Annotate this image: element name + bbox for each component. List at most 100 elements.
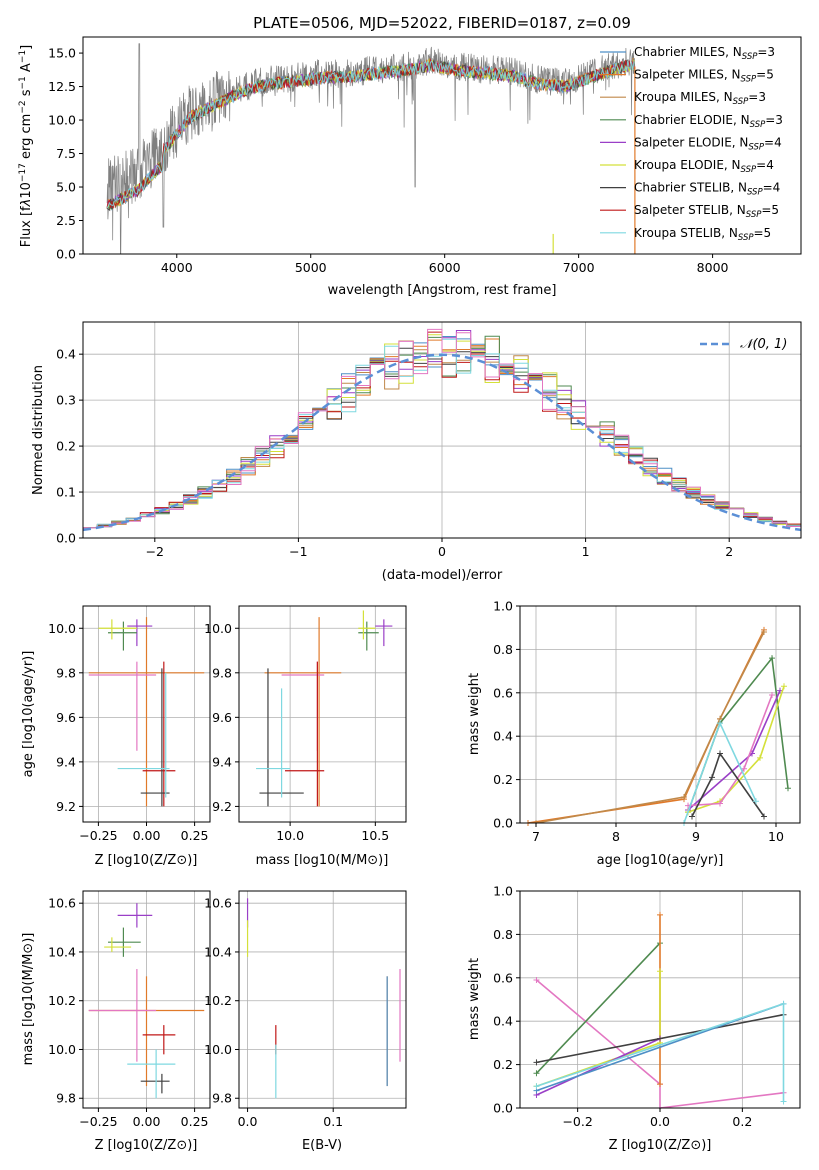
weight-series-marker xyxy=(657,968,663,975)
legend-label: Chabrier STELIB, NSSP=4 xyxy=(634,181,780,198)
age-weight-xtick-label: 10 xyxy=(768,829,784,844)
mass-age-xtick-label: 10.0 xyxy=(276,828,304,843)
spectrum-ylabel: Flux [fλ10−17 erg cm−2 s−1 A−1] xyxy=(18,45,34,247)
spectrum-xtick-label: 8000 xyxy=(697,260,729,275)
age-weight-xlabel: age [log10(age/yr)] xyxy=(597,853,724,868)
age-weight-ytick-label: 0.2 xyxy=(493,772,513,787)
z-mass-ytick-label: 10.6 xyxy=(48,896,76,911)
mass-age-ytick-label: 9.6 xyxy=(212,710,232,725)
residual-xtick-label: −1 xyxy=(289,544,307,559)
small-panels: −0.25 0.00 0.259.29.49.69.810.0Z [log10(Z/… xyxy=(21,599,801,1153)
age-weight-ytick-label: 1.0 xyxy=(493,599,513,614)
z-age-series-layer xyxy=(88,617,205,807)
spectrum-legend: Chabrier MILES, NSSP=3 Salpeter MILES, NS… xyxy=(600,45,783,243)
residual-ytick-label: 0.2 xyxy=(56,439,76,454)
legend-label: Kroupa STELIB, NSSP=5 xyxy=(634,226,771,243)
residual-legend: 𝒩(0, 1) xyxy=(700,337,787,352)
legend-label: Chabrier ELODIE, NSSP=3 xyxy=(634,113,783,130)
z-mass-ticks-layer: −0.25 0.00 0.25 9.8 10.0 10.2 10.4 10.6 xyxy=(48,896,208,1129)
z-weight-ytick-label: 0.4 xyxy=(493,1014,513,1029)
weight-series-marker xyxy=(761,813,767,820)
weight-series-line xyxy=(536,1013,784,1064)
normal-curve-legend-label: 𝒩(0, 1) xyxy=(740,337,787,352)
ebv-mass-xlabel: E(B-V) xyxy=(302,1138,342,1153)
spectrum-xlabel: wavelength [Angstrom, rest frame] xyxy=(328,283,557,298)
legend-label: Salpeter ELODIE, NSSP=4 xyxy=(634,135,782,152)
legend-label: Salpeter MILES, NSSP=5 xyxy=(634,68,774,85)
ebv-mass-ytick-label: 10.6 xyxy=(204,896,232,911)
residual-ytick-label: 0.1 xyxy=(56,485,76,500)
weight-series-marker xyxy=(741,765,747,772)
spectrum-panel: 4000 5000 6000 7000 8000 0.0 2.5 5.0 7.5 10.0 12.5… xyxy=(18,14,802,298)
weight-series-line xyxy=(687,686,785,813)
z-mass-panel: −0.25 0.00 0.25 9.8 10.0 10.2 10.4 10.6 Z [log10… xyxy=(21,890,211,1153)
residual-ytick-label: 0.0 xyxy=(56,531,76,546)
z-age-ytick-label: 9.4 xyxy=(56,754,76,769)
residual-xtick-label: 1 xyxy=(582,544,590,559)
z-age-axes-frame xyxy=(82,605,211,823)
spectrum-ytick-label: 2.5 xyxy=(56,213,76,228)
spectrum-ytick-label: 10.0 xyxy=(48,113,76,128)
age-weight-ticks-layer: 7 8 9 10 0.0 0.2 0.4 0.6 0.8 1.0 xyxy=(493,599,784,845)
mass-age-ticks-layer: 10.0 10.5 9.2 9.4 9.6 9.8 10.0 xyxy=(204,621,389,843)
z-mass-ylabel: mass [log10(M/M⊙)] xyxy=(21,933,36,1066)
ebv-mass-ticks-layer: 0.0 0.1 9.8 10.0 10.2 10.4 10.6 xyxy=(204,896,343,1129)
spectrum-ytick-label: 7.5 xyxy=(56,146,76,161)
residual-ylabel: Normed distribution xyxy=(31,365,46,495)
age-weight-ylabel: mass weight xyxy=(467,673,482,755)
z-age-xtick-label: −0.25 xyxy=(79,828,117,843)
z-age-ticks-layer: −0.25 0.00 0.25 9.2 9.4 9.6 9.8 10.0 xyxy=(48,621,208,843)
z-weight-xtick-label: 0.0 xyxy=(650,1114,670,1129)
z-mass-axes-frame xyxy=(82,890,211,1109)
spectrum-ytick-label: 0.0 xyxy=(56,247,76,262)
z-weight-ytick-label: 0.8 xyxy=(493,927,513,942)
residual-panel: −2 −1 0 1 2 0.0 0.1 0.2 0.3 0.4 (data-model)/erro… xyxy=(31,321,802,583)
z-weight-series-layer xyxy=(533,911,787,1111)
weight-series-marker xyxy=(753,798,759,805)
weight-series-marker xyxy=(757,754,763,761)
ebv-mass-ytick-label: 10.2 xyxy=(204,993,232,1008)
z-weight-xtick-label: 0.2 xyxy=(732,1114,752,1129)
z-age-xtick-label: 0.25 xyxy=(181,828,209,843)
weight-series-marker xyxy=(681,793,687,800)
spectrum-xtick-label: 6000 xyxy=(429,260,461,275)
spectrum-title: PLATE=0506, MJD=52022, FIBERID=0187, z=0… xyxy=(253,14,631,32)
age-weight-ytick-label: 0.4 xyxy=(493,729,513,744)
age-weight-axes-frame xyxy=(519,605,801,824)
z-age-ylabel: age [log10(age/yr)] xyxy=(21,651,36,778)
mass-age-ytick-label: 9.2 xyxy=(212,799,232,814)
age-weight-ytick-label: 0.8 xyxy=(493,642,513,657)
z-mass-xlabel: Z [log10(Z/Z⊙)] xyxy=(95,1138,198,1153)
spectrum-series-layer xyxy=(106,43,636,255)
weight-series-marker xyxy=(657,1081,663,1088)
z-age-ytick-label: 9.6 xyxy=(56,710,76,725)
z-weight-ytick-label: 1.0 xyxy=(493,884,513,899)
z-weight-axes-frame xyxy=(519,890,801,1109)
residual-xtick-label: −2 xyxy=(146,544,164,559)
z-mass-ytick-label: 10.4 xyxy=(48,944,76,959)
z-age-xlabel: Z [log10(Z/Z⊙)] xyxy=(95,853,198,868)
weight-series-marker xyxy=(657,911,663,918)
ebv-mass-panel: 0.0 0.1 9.8 10.0 10.2 10.4 10.6 E(B-V) xyxy=(204,890,407,1153)
legend-label: Kroupa ELODIE, NSSP=4 xyxy=(634,158,774,175)
ebv-mass-xtick-label: 0.1 xyxy=(323,1114,343,1129)
z-mass-series-layer xyxy=(88,903,205,1099)
model-spectrum-line xyxy=(106,60,635,209)
mass-age-ytick-label: 9.4 xyxy=(212,754,232,769)
legend-label: Chabrier MILES, NSSP=3 xyxy=(634,45,775,62)
z-weight-xtick-label: −0.2 xyxy=(562,1114,592,1129)
z-age-ytick-label: 9.8 xyxy=(56,665,76,680)
ebv-mass-grid-layer xyxy=(239,891,406,1108)
z-mass-ytick-label: 10.0 xyxy=(48,1042,76,1057)
weight-series-marker xyxy=(769,655,775,662)
spectrum-xtick-label: 5000 xyxy=(295,260,327,275)
weight-series-marker xyxy=(761,629,767,636)
weight-series-marker xyxy=(709,774,715,781)
mass-age-ytick-label: 9.8 xyxy=(212,665,232,680)
weight-series-marker xyxy=(717,750,723,757)
residual-xlabel: (data-model)/error xyxy=(382,568,503,583)
weight-series-marker xyxy=(717,800,723,807)
spectrum-axes-frame xyxy=(82,36,802,255)
residual-ytick-label: 0.4 xyxy=(56,347,76,362)
z-weight-ytick-label: 0.2 xyxy=(493,1057,513,1072)
